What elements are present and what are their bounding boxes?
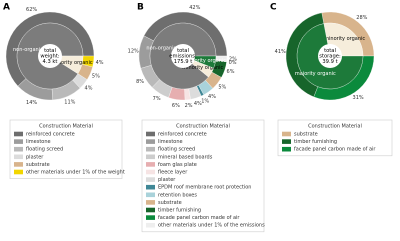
- legend-swatch: [14, 154, 23, 160]
- value-label: 1%: [201, 98, 209, 104]
- value-label: 4%: [208, 94, 216, 100]
- center-label: emissions:: [169, 54, 197, 60]
- center-hole: [318, 44, 342, 68]
- legend-swatch: [14, 139, 23, 144]
- legend-label: facade panel carbon made of air: [158, 215, 240, 221]
- legend-swatch: [146, 192, 155, 198]
- value-label: 42%: [189, 5, 200, 11]
- center-hole: [171, 44, 195, 68]
- legend-label: limestone: [158, 139, 183, 145]
- legend-swatch: [146, 177, 155, 182]
- legend-swatch: [146, 146, 155, 152]
- legend-title: Construction Material: [308, 124, 362, 130]
- legend-title: Construction Material: [176, 124, 230, 130]
- legend-label: substrate: [294, 132, 318, 138]
- legend-label: mineral based boards: [158, 154, 213, 160]
- inner-label: minority organic: [324, 36, 365, 42]
- legend-title: Construction Material: [39, 124, 93, 130]
- legend-label: limestone: [26, 139, 51, 145]
- value-label: 8%: [136, 79, 144, 85]
- inner-label: non-organic: [146, 46, 176, 52]
- legend-swatch: [282, 139, 291, 144]
- value-label: 6%: [227, 69, 235, 75]
- value-label: 4%: [85, 85, 93, 91]
- legend-swatch: [146, 169, 155, 175]
- value-label: 2%: [229, 57, 237, 63]
- inner-label: minority organic: [182, 65, 223, 71]
- legend-box: [277, 119, 393, 157]
- panel-label: A: [3, 3, 10, 13]
- legend-swatch: [146, 222, 155, 228]
- value-label: 11%: [64, 99, 75, 105]
- legend-label: EPDM roof membrane root protection: [158, 185, 251, 191]
- value-label: 28%: [356, 15, 367, 21]
- legend-label: plaster: [26, 154, 44, 160]
- legend-label: substrate: [158, 200, 182, 206]
- value-label: 12%: [128, 49, 139, 55]
- value-label: 14%: [26, 100, 37, 106]
- legend-swatch: [146, 154, 155, 160]
- inner-label: majority organic: [295, 71, 336, 77]
- inner-label: non-organic: [13, 47, 43, 53]
- legend-label: plaster: [158, 177, 176, 183]
- legend-label: facade panel carbon made of air: [294, 147, 376, 153]
- legend-label: foam glas plate: [158, 162, 197, 168]
- legend-label: timber furnishing: [294, 139, 337, 145]
- value-label: 0%: [229, 60, 237, 66]
- value-label: 41%: [275, 49, 286, 55]
- center-hole: [38, 44, 62, 68]
- value-label: 7%: [153, 96, 161, 102]
- value-label: 6%: [172, 103, 180, 109]
- legend-label: timber furnishing: [158, 208, 201, 214]
- legend-label: other materials under 1% of the emission…: [158, 223, 265, 229]
- legend-swatch: [146, 215, 155, 220]
- value-label: 2%: [185, 103, 193, 109]
- center-label: 4.3 kt: [43, 59, 58, 65]
- panel-label: C: [270, 3, 277, 13]
- legend-label: substrate: [26, 162, 50, 168]
- legend-label: floating screed: [26, 147, 63, 153]
- value-label: 62%: [26, 7, 37, 13]
- legend-swatch: [14, 162, 23, 167]
- legend-swatch: [282, 146, 291, 152]
- center-label: total: [324, 48, 336, 54]
- legend-box: [9, 119, 123, 179]
- value-label: 5%: [92, 73, 100, 79]
- legend-swatch: [14, 131, 23, 137]
- panel-label: B: [137, 3, 144, 13]
- legend-swatch: [14, 169, 23, 175]
- value-label: 31%: [353, 95, 364, 101]
- legend-label: fleece layer: [158, 170, 188, 176]
- center-label: total: [44, 48, 56, 54]
- value-label: 4%: [96, 60, 104, 66]
- center-label: 175.9 t: [174, 59, 193, 65]
- legend-label: reinforced concrete: [26, 132, 75, 138]
- legend-label: reinforced concrete: [158, 132, 207, 138]
- legend-swatch: [146, 200, 155, 205]
- legend-swatch: [146, 184, 155, 190]
- inner-label: minority organic: [52, 60, 93, 66]
- value-label: 5%: [218, 84, 226, 90]
- center-label: weight:: [40, 54, 59, 60]
- legend-swatch: [146, 162, 155, 167]
- legend-label: other materials under 1% of the weight: [26, 170, 125, 176]
- value-label: 4%: [194, 101, 202, 107]
- legend-swatch: [282, 131, 291, 137]
- inner-label: majority organic: [185, 58, 226, 64]
- center-label: 39.9 t: [322, 59, 337, 65]
- legend-swatch: [146, 207, 155, 213]
- legend-box: [141, 119, 265, 233]
- legend-label: retention boxes: [158, 192, 197, 198]
- legend-label: floating screed: [158, 147, 195, 153]
- legend-swatch: [14, 146, 23, 152]
- legend-swatch: [146, 131, 155, 137]
- center-label: total: [177, 48, 189, 54]
- legend-swatch: [146, 139, 155, 144]
- center-label: storage:: [319, 54, 341, 60]
